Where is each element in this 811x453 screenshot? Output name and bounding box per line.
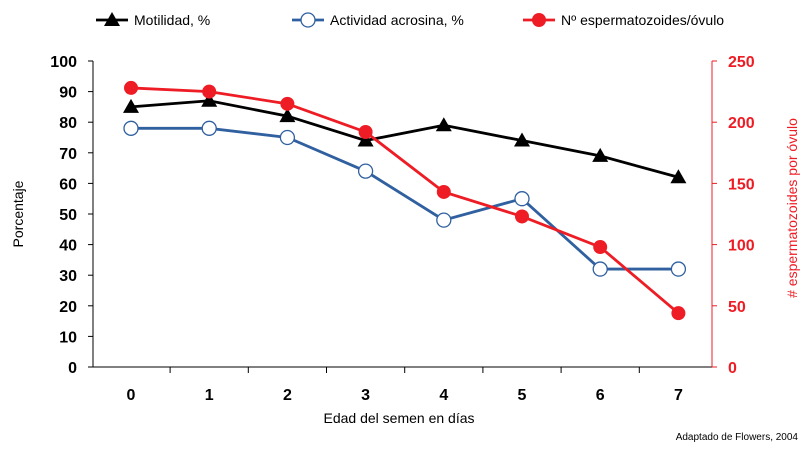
data-point: [514, 191, 530, 207]
data-point: [515, 209, 529, 224]
legend-item: Nº espermatozoides/óvulo: [523, 12, 724, 28]
series-layer: [123, 80, 687, 321]
y-axis-left-title: Porcentaje: [10, 180, 26, 247]
x-tick-label: 0: [127, 387, 136, 404]
legend-label: Motilidad, %: [134, 12, 210, 28]
y-left-tick-label: 50: [59, 207, 77, 224]
data-point: [358, 124, 373, 139]
y-right-tick-label: 250: [728, 54, 755, 71]
data-point: [670, 169, 687, 184]
series-line: [130, 86, 680, 315]
series-open-circle: [123, 120, 687, 277]
x-tick-label: 7: [674, 387, 683, 404]
y-left-tick-label: 70: [59, 146, 77, 163]
y-left-tick-label: 60: [59, 176, 77, 193]
series-line: [130, 99, 679, 179]
legend-item: Motilidad, %: [96, 12, 210, 28]
data-point: [280, 96, 295, 111]
data-point: [593, 240, 608, 255]
x-tick-label: 1: [205, 387, 214, 404]
data-point: [436, 212, 452, 228]
data-point: [201, 120, 217, 136]
legend-item: Actividad acrosina, %: [292, 12, 464, 28]
x-tick-label: 5: [518, 387, 527, 404]
data-point: [671, 306, 686, 321]
x-tick-label: 3: [361, 387, 370, 404]
y-left-tick-label: 20: [59, 299, 77, 316]
legend-label: Actividad acrosina, %: [330, 12, 464, 28]
series-line: [131, 126, 679, 271]
y-left-tick-label: 40: [59, 238, 77, 255]
x-tick-label: 4: [439, 387, 448, 404]
series-filled-circle: [124, 80, 686, 321]
data-point: [123, 98, 139, 113]
data-point: [279, 108, 296, 123]
y-axis-right-title: # espermatozoides por óvulo: [784, 118, 800, 298]
data-point: [436, 184, 451, 199]
y-left-tick-label: 0: [68, 360, 77, 377]
y-left-tick-label: 30: [59, 268, 77, 285]
data-point: [592, 147, 609, 162]
y-left-tick-label: 100: [50, 54, 77, 71]
legend-marker: [300, 12, 316, 28]
y-left-tick-label: 90: [59, 85, 77, 102]
data-point: [124, 80, 138, 95]
legend-marker: [104, 12, 120, 26]
data-point: [357, 132, 374, 147]
credit-annotation: Adaptado de Flowers, 2004: [676, 432, 799, 443]
y-left-tick-label: 80: [59, 115, 77, 132]
y-right-tick-label: 50: [728, 299, 746, 316]
axes: 0 10 20 30 40 50 60 70 80 90 100 0 50 100 150 200 250 0 1 2…: [50, 54, 755, 404]
data-point: [279, 129, 296, 146]
data-point: [201, 92, 218, 107]
data-point: [435, 117, 452, 132]
legend-label: Nº espermatozoides/óvulo: [561, 12, 724, 28]
data-point: [357, 163, 374, 179]
x-axis-title: Edad del semen en días: [324, 410, 475, 426]
data-point: [514, 132, 530, 147]
y-right-tick-label: 0: [728, 360, 737, 377]
data-point: [123, 120, 139, 136]
y-right-tick-label: 200: [728, 115, 755, 132]
data-point: [202, 84, 217, 99]
legend-marker: [532, 13, 546, 27]
y-left-tick-label: 10: [59, 329, 77, 346]
x-tick-label: 6: [596, 387, 605, 404]
y-right-tick-label: 150: [728, 176, 755, 193]
series-triangle: [123, 92, 687, 184]
legend: Motilidad, % Actividad acrosina, % Nº espe…: [96, 12, 724, 28]
data-point: [670, 261, 687, 277]
y-right-tick-label: 100: [728, 238, 755, 255]
x-tick-label: 2: [283, 387, 292, 404]
data-point: [592, 261, 608, 277]
